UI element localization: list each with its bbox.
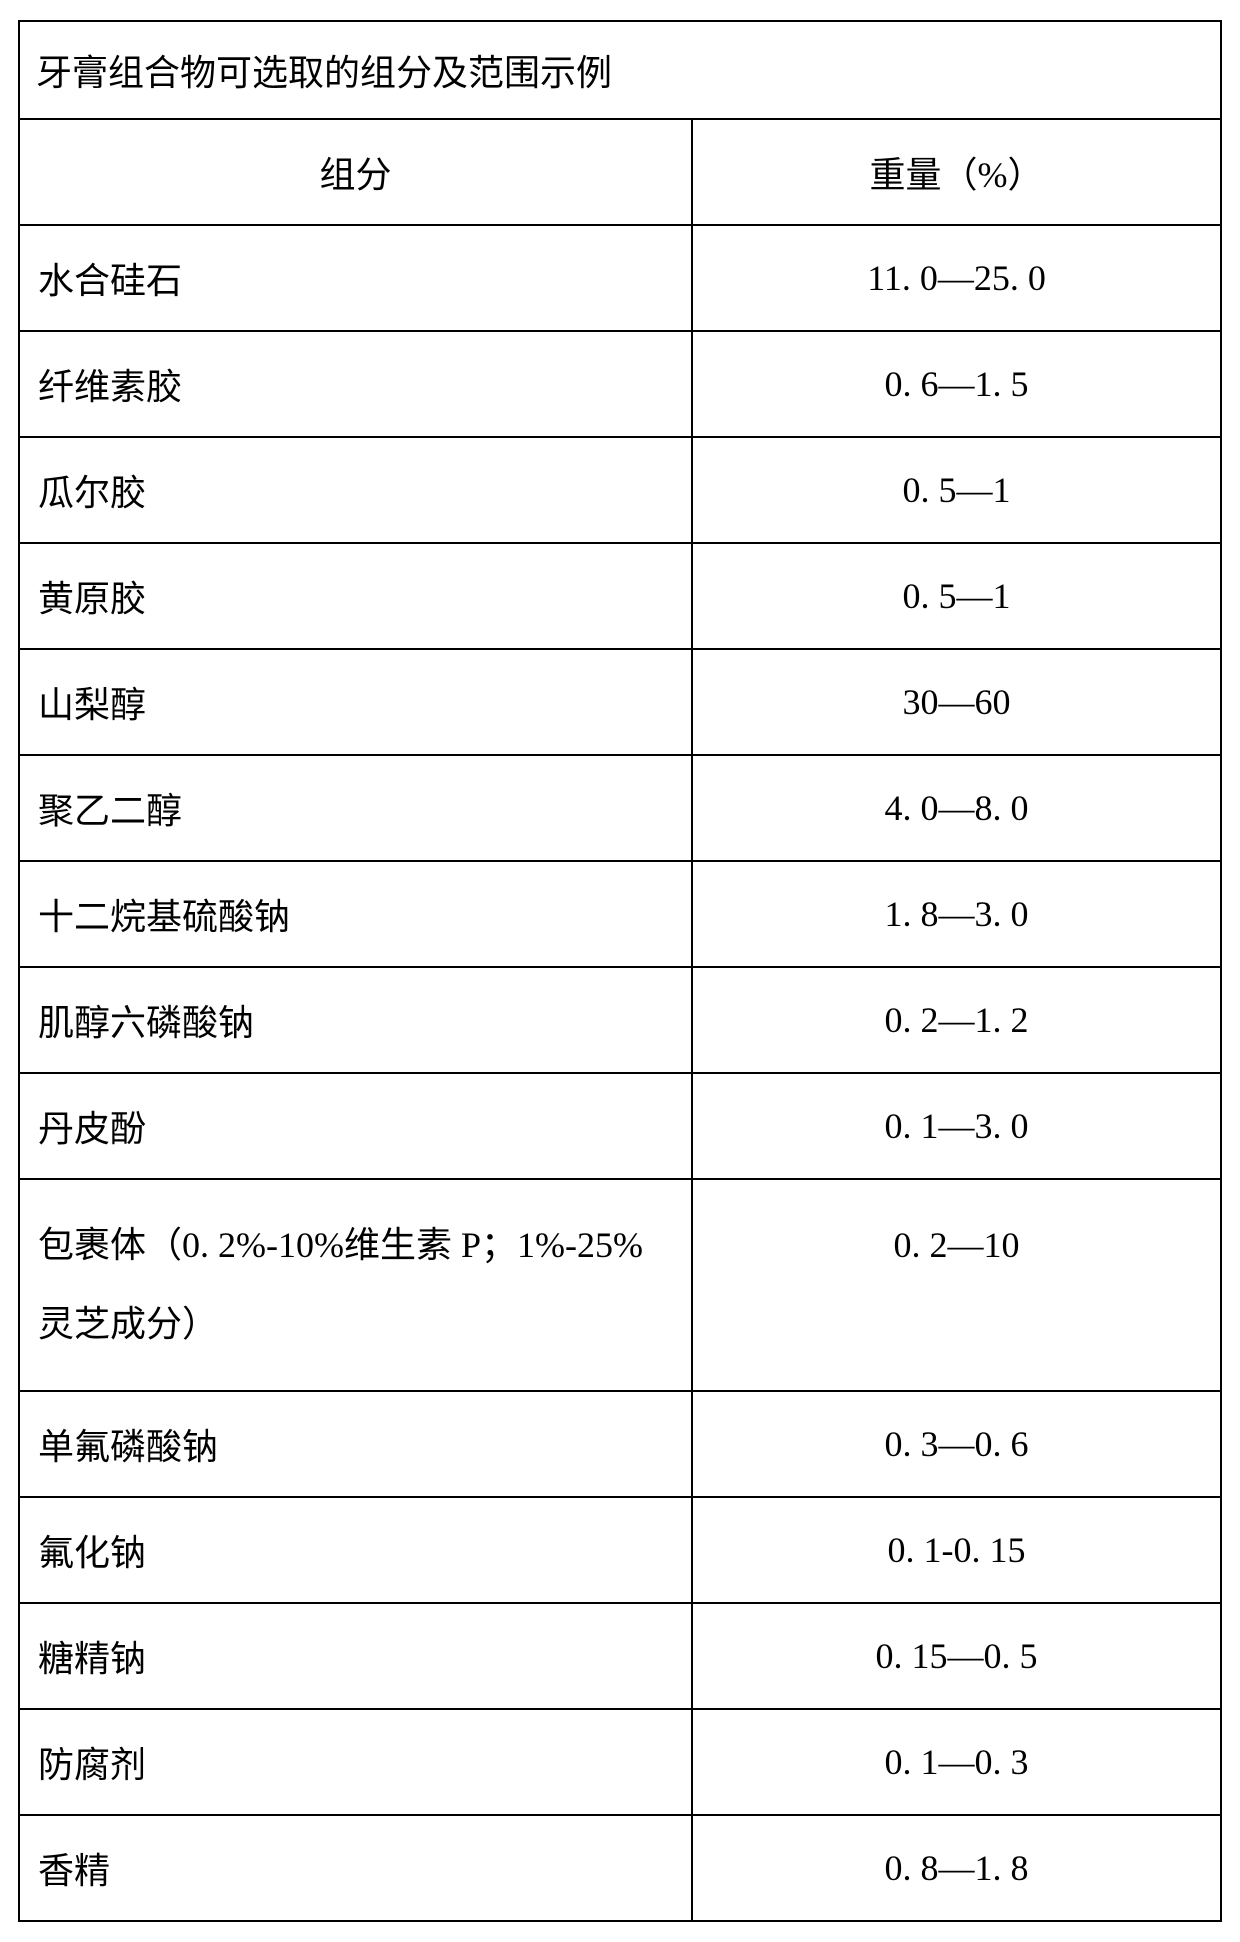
component-value: 0. 5—1 bbox=[692, 543, 1221, 649]
component-name: 氟化钠 bbox=[19, 1497, 692, 1603]
table-row: 香精 0. 8—1. 8 bbox=[19, 1815, 1221, 1921]
table-row: 黄原胶 0. 5—1 bbox=[19, 543, 1221, 649]
title-row: 牙膏组合物可选取的组分及范围示例 bbox=[19, 21, 1221, 119]
component-value: 0. 1—0. 3 bbox=[692, 1709, 1221, 1815]
component-name: 瓜尔胶 bbox=[19, 437, 692, 543]
header-row: 组分 重量（%） bbox=[19, 119, 1221, 225]
component-value: 4. 0—8. 0 bbox=[692, 755, 1221, 861]
component-value: 0. 8—1. 8 bbox=[692, 1815, 1221, 1921]
table-row: 氟化钠 0. 1-0. 15 bbox=[19, 1497, 1221, 1603]
table-row: 肌醇六磷酸钠 0. 2—1. 2 bbox=[19, 967, 1221, 1073]
composition-table: 牙膏组合物可选取的组分及范围示例 组分 重量（%） 水合硅石 11. 0—25.… bbox=[18, 20, 1222, 1922]
component-name: 丹皮酚 bbox=[19, 1073, 692, 1179]
table-row: 瓜尔胶 0. 5—1 bbox=[19, 437, 1221, 543]
table-row: 丹皮酚 0. 1—3. 0 bbox=[19, 1073, 1221, 1179]
component-name: 纤维素胶 bbox=[19, 331, 692, 437]
table-row: 糖精钠 0. 15—0. 5 bbox=[19, 1603, 1221, 1709]
component-name: 山梨醇 bbox=[19, 649, 692, 755]
table-row: 包裹体（0. 2%-10%维生素 P；1%-25%灵芝成分） 0. 2—10 bbox=[19, 1179, 1221, 1391]
table-row: 聚乙二醇 4. 0—8. 0 bbox=[19, 755, 1221, 861]
component-value: 0. 2—1. 2 bbox=[692, 967, 1221, 1073]
component-name: 糖精钠 bbox=[19, 1603, 692, 1709]
header-component: 组分 bbox=[19, 119, 692, 225]
component-value: 0. 3—0. 6 bbox=[692, 1391, 1221, 1497]
component-value: 0. 15—0. 5 bbox=[692, 1603, 1221, 1709]
component-name: 水合硅石 bbox=[19, 225, 692, 331]
component-value: 11. 0—25. 0 bbox=[692, 225, 1221, 331]
component-value: 0. 5—1 bbox=[692, 437, 1221, 543]
table-row: 水合硅石 11. 0—25. 0 bbox=[19, 225, 1221, 331]
component-name: 单氟磷酸钠 bbox=[19, 1391, 692, 1497]
component-name: 防腐剂 bbox=[19, 1709, 692, 1815]
table-row: 纤维素胶 0. 6—1. 5 bbox=[19, 331, 1221, 437]
component-name: 聚乙二醇 bbox=[19, 755, 692, 861]
component-value: 0. 1—3. 0 bbox=[692, 1073, 1221, 1179]
table-row: 防腐剂 0. 1—0. 3 bbox=[19, 1709, 1221, 1815]
component-name: 肌醇六磷酸钠 bbox=[19, 967, 692, 1073]
table-title: 牙膏组合物可选取的组分及范围示例 bbox=[19, 21, 1221, 119]
table-row: 山梨醇 30—60 bbox=[19, 649, 1221, 755]
component-value: 0. 6—1. 5 bbox=[692, 331, 1221, 437]
component-name: 包裹体（0. 2%-10%维生素 P；1%-25%灵芝成分） bbox=[19, 1179, 692, 1391]
component-value: 30—60 bbox=[692, 649, 1221, 755]
header-weight: 重量（%） bbox=[692, 119, 1221, 225]
component-value: 1. 8—3. 0 bbox=[692, 861, 1221, 967]
component-value: 0. 1-0. 15 bbox=[692, 1497, 1221, 1603]
table-container: 牙膏组合物可选取的组分及范围示例 组分 重量（%） 水合硅石 11. 0—25.… bbox=[0, 0, 1240, 1942]
component-value: 0. 2—10 bbox=[692, 1179, 1221, 1391]
component-name: 黄原胶 bbox=[19, 543, 692, 649]
component-name: 香精 bbox=[19, 1815, 692, 1921]
component-name: 十二烷基硫酸钠 bbox=[19, 861, 692, 967]
table-row: 单氟磷酸钠 0. 3—0. 6 bbox=[19, 1391, 1221, 1497]
table-row: 十二烷基硫酸钠 1. 8—3. 0 bbox=[19, 861, 1221, 967]
